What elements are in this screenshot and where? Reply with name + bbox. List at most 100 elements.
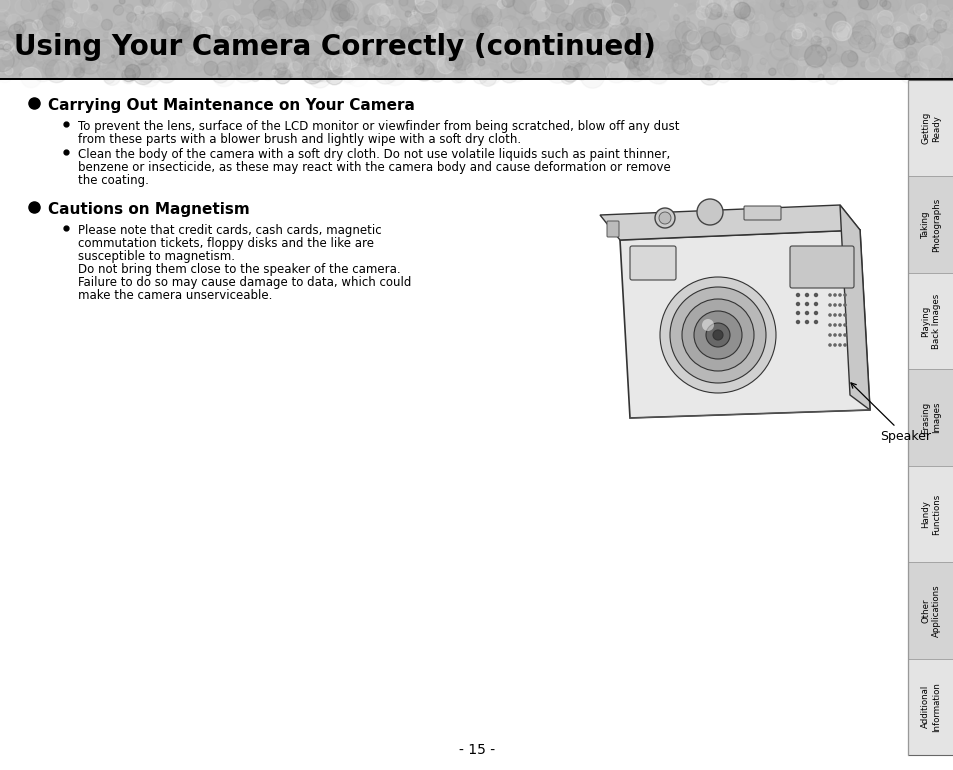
Circle shape <box>821 38 828 45</box>
Circle shape <box>600 32 609 40</box>
Circle shape <box>503 40 520 56</box>
Circle shape <box>591 62 608 79</box>
Circle shape <box>299 0 303 3</box>
Circle shape <box>272 64 286 78</box>
Circle shape <box>782 0 802 17</box>
Circle shape <box>162 58 167 62</box>
Circle shape <box>231 52 244 65</box>
Bar <box>907 80 953 176</box>
Text: Carrying Out Maintenance on Your Camera: Carrying Out Maintenance on Your Camera <box>48 98 415 113</box>
Circle shape <box>730 1 738 8</box>
Circle shape <box>184 12 188 17</box>
Circle shape <box>377 3 395 21</box>
Circle shape <box>496 48 520 72</box>
Circle shape <box>216 61 233 77</box>
Circle shape <box>261 38 269 46</box>
Circle shape <box>330 4 350 24</box>
Circle shape <box>841 50 857 67</box>
Circle shape <box>304 35 327 58</box>
Circle shape <box>917 45 941 69</box>
Circle shape <box>455 28 467 41</box>
Circle shape <box>270 22 281 33</box>
Circle shape <box>553 0 573 18</box>
Circle shape <box>101 19 112 30</box>
Circle shape <box>852 21 876 45</box>
Circle shape <box>813 43 824 54</box>
Circle shape <box>119 0 125 4</box>
Circle shape <box>387 8 394 15</box>
Circle shape <box>444 35 463 53</box>
Circle shape <box>67 55 78 67</box>
Circle shape <box>616 52 624 61</box>
Circle shape <box>904 50 923 67</box>
Circle shape <box>907 4 928 25</box>
Circle shape <box>518 17 538 38</box>
Circle shape <box>364 4 380 20</box>
Circle shape <box>100 28 124 52</box>
Circle shape <box>252 36 268 53</box>
Circle shape <box>841 29 859 47</box>
Circle shape <box>54 60 73 79</box>
Circle shape <box>620 52 628 61</box>
Circle shape <box>0 22 8 36</box>
Circle shape <box>363 14 367 18</box>
Circle shape <box>253 0 275 21</box>
Circle shape <box>272 65 285 79</box>
Circle shape <box>156 65 168 77</box>
Circle shape <box>19 73 22 76</box>
Circle shape <box>491 49 496 54</box>
Circle shape <box>94 68 105 79</box>
Circle shape <box>325 66 343 85</box>
Circle shape <box>103 60 109 66</box>
Circle shape <box>81 21 100 39</box>
Circle shape <box>148 29 162 45</box>
Circle shape <box>561 20 568 27</box>
Circle shape <box>647 42 668 63</box>
Circle shape <box>446 48 464 66</box>
Circle shape <box>186 55 193 62</box>
Circle shape <box>472 4 487 19</box>
Circle shape <box>438 32 443 37</box>
Circle shape <box>759 15 763 19</box>
Circle shape <box>195 38 198 41</box>
Circle shape <box>700 7 719 26</box>
Circle shape <box>500 15 519 34</box>
Circle shape <box>139 6 162 29</box>
Circle shape <box>403 29 417 43</box>
Circle shape <box>904 47 916 59</box>
Circle shape <box>302 41 322 61</box>
Circle shape <box>725 48 748 70</box>
Circle shape <box>814 28 821 34</box>
Circle shape <box>363 50 378 65</box>
Circle shape <box>122 69 135 82</box>
Circle shape <box>99 62 107 69</box>
Circle shape <box>443 30 461 48</box>
Circle shape <box>125 5 133 13</box>
Circle shape <box>686 30 700 44</box>
Circle shape <box>183 32 186 35</box>
Circle shape <box>122 71 134 84</box>
Circle shape <box>233 55 240 62</box>
Circle shape <box>413 32 416 35</box>
Circle shape <box>0 0 10 16</box>
Circle shape <box>395 39 410 53</box>
Circle shape <box>451 71 463 83</box>
Circle shape <box>274 63 287 75</box>
Circle shape <box>182 8 188 13</box>
Circle shape <box>909 25 926 42</box>
Text: Handy
Functions: Handy Functions <box>921 494 940 534</box>
Circle shape <box>646 62 669 84</box>
Circle shape <box>760 58 766 65</box>
Circle shape <box>166 38 169 41</box>
Circle shape <box>80 69 85 73</box>
Circle shape <box>920 13 926 20</box>
Bar <box>0 78 953 80</box>
Circle shape <box>279 10 287 18</box>
Circle shape <box>118 52 121 54</box>
Circle shape <box>833 5 842 14</box>
Circle shape <box>552 14 559 22</box>
FancyBboxPatch shape <box>606 221 618 237</box>
Circle shape <box>220 18 234 33</box>
Circle shape <box>428 18 436 26</box>
Circle shape <box>0 55 11 73</box>
